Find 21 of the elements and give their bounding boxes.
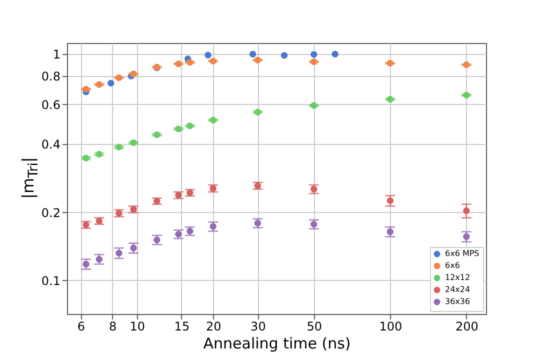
y-tick-label: 0.1 bbox=[41, 274, 60, 288]
x-tick-label: 10 bbox=[130, 320, 145, 334]
x-tick-label: 50 bbox=[306, 320, 322, 334]
x-tick-label: 100 bbox=[379, 320, 402, 334]
x-tick-label: 200 bbox=[455, 320, 478, 334]
y-tick-label: 0.6 bbox=[41, 98, 60, 112]
legend-label: 6x6 MPS bbox=[445, 249, 480, 258]
legend-label: 6x6 bbox=[445, 261, 460, 270]
y-tick-label: 0.8 bbox=[41, 70, 60, 84]
x-tick-label: 6 bbox=[77, 320, 85, 334]
legend-label: 24x24 bbox=[445, 285, 470, 294]
x-tick-label: 30 bbox=[250, 320, 266, 334]
y-tick-label: 0.2 bbox=[41, 206, 60, 220]
x-tick-label: 20 bbox=[206, 320, 222, 334]
y-tick-label: 0.4 bbox=[41, 138, 60, 152]
x-tick-label: 15 bbox=[174, 320, 190, 334]
x-tick-label: 8 bbox=[108, 320, 117, 334]
x-axis-title: Annealing time (ns) bbox=[203, 334, 351, 352]
legend-label: 36x36 bbox=[445, 297, 470, 306]
y-tick-label: 1 bbox=[52, 48, 60, 62]
legend-label: 12x12 bbox=[445, 273, 470, 282]
